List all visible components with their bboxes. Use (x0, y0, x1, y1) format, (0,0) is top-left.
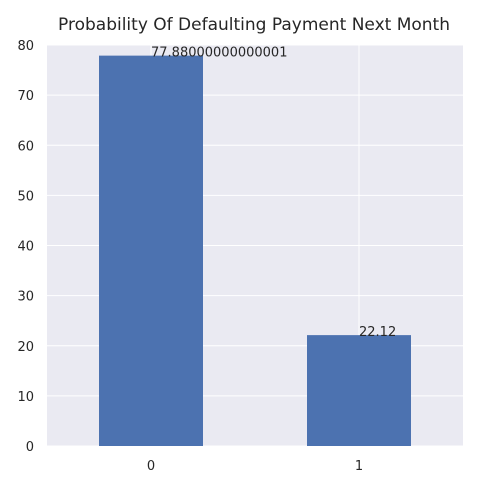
x-tick-label: 1 (355, 459, 363, 474)
bars (99, 55, 411, 447)
x-tick-label: 0 (147, 459, 155, 474)
bar-value-label: 77.88000000000001 (151, 46, 287, 61)
y-tick-label: 80 (17, 39, 34, 54)
bar-value-label: 22.12 (359, 325, 396, 340)
y-tick-label: 60 (17, 139, 34, 154)
y-axis-ticks: 0 10 20 30 40 50 60 70 80 (17, 39, 34, 455)
y-tick-label: 70 (17, 89, 34, 104)
y-tick-label: 30 (17, 290, 34, 305)
y-tick-label: 20 (17, 340, 34, 355)
bar-1 (307, 335, 411, 446)
bar-0 (99, 55, 203, 447)
y-tick-label: 0 (26, 440, 34, 455)
data-labels: 77.88000000000001 22.12 (151, 46, 396, 340)
y-tick-label: 10 (17, 390, 34, 405)
y-tick-label: 40 (17, 240, 34, 255)
y-tick-label: 50 (17, 189, 34, 204)
chart-title: Probability Of Defaulting Payment Next M… (58, 15, 450, 35)
